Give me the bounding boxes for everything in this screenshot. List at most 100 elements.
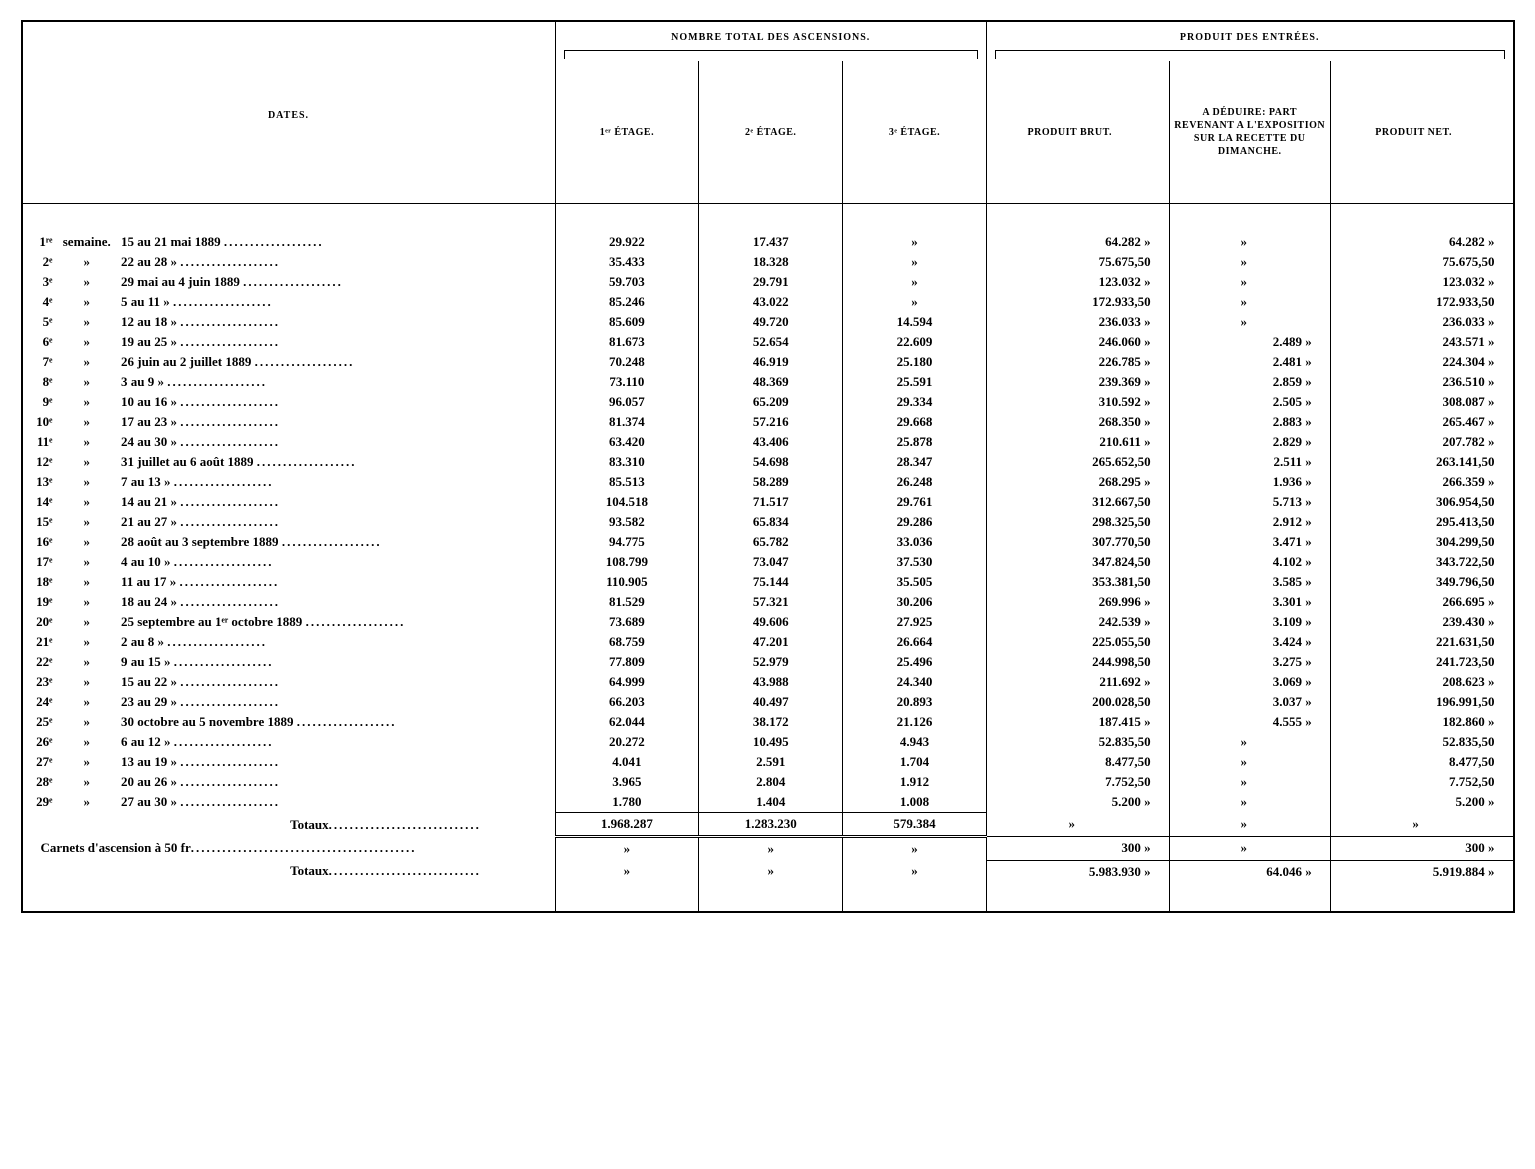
etage3-value: » bbox=[843, 252, 987, 272]
etage1-value: 81.673 bbox=[555, 332, 699, 352]
produit-net-value: 123.032 » bbox=[1330, 272, 1512, 292]
dots: ............................. bbox=[329, 817, 481, 833]
deduction-value: 3.585 » bbox=[1169, 572, 1330, 592]
leader-dots: ................... bbox=[282, 534, 382, 550]
produit-brut-value: 310.592 » bbox=[986, 392, 1169, 412]
week-number: 16ᵉ bbox=[27, 534, 53, 550]
etage2-value: 54.698 bbox=[699, 452, 843, 472]
deduction-value: » bbox=[1169, 772, 1330, 792]
deduction-value: » bbox=[1169, 232, 1330, 252]
produit-net-value: 243.571 » bbox=[1330, 332, 1512, 352]
week-label: » bbox=[56, 754, 118, 770]
produit-brut-value: 353.381,50 bbox=[986, 572, 1169, 592]
date-cell: 1ʳᵉ semaine. 15 au 21 mai 1889 .........… bbox=[23, 232, 556, 252]
table-frame: DATES. NOMBRE TOTAL DES ASCENSIONS. PROD… bbox=[21, 20, 1515, 913]
carnets-e3: » bbox=[843, 837, 987, 861]
date-cell: 25ᵉ » 30 octobre au 5 novembre 1889 ....… bbox=[23, 712, 556, 732]
etage2-value: 2.591 bbox=[699, 752, 843, 772]
week-date-range: 13 au 19 » bbox=[121, 754, 177, 770]
leader-dots: ................... bbox=[174, 654, 274, 670]
table-row: 22ᵉ » 9 au 15 » ...................77.80… bbox=[23, 652, 1513, 672]
table-row: 12ᵉ » 31 juillet au 6 août 1889 ........… bbox=[23, 452, 1513, 472]
produit-brut-value: 7.752,50 bbox=[986, 772, 1169, 792]
date-cell: 2ᵉ » 22 au 28 » ................... bbox=[23, 252, 556, 272]
brace-produit bbox=[986, 47, 1512, 61]
leader-dots: ................... bbox=[180, 694, 280, 710]
week-number: 19ᵉ bbox=[27, 594, 53, 610]
produit-net-value: 236.510 » bbox=[1330, 372, 1512, 392]
date-cell: 28ᵉ » 20 au 26 » ................... bbox=[23, 772, 556, 792]
produit-net-value: 306.954,50 bbox=[1330, 492, 1512, 512]
produit-net-value: 241.723,50 bbox=[1330, 652, 1512, 672]
table-row: 7ᵉ » 26 juin au 2 juillet 1889 .........… bbox=[23, 352, 1513, 372]
carnets-row: Carnets d'ascension à 50 fr.............… bbox=[23, 837, 1513, 861]
table-row: 9ᵉ » 10 au 16 » ...................96.05… bbox=[23, 392, 1513, 412]
week-number: 1ʳᵉ bbox=[27, 234, 53, 250]
etage1-value: 68.759 bbox=[555, 632, 699, 652]
totals1-e2: 1.283.230 bbox=[699, 813, 843, 837]
week-number: 3ᵉ bbox=[27, 274, 53, 290]
etage3-value: 26.248 bbox=[843, 472, 987, 492]
etage1-value: 35.433 bbox=[555, 252, 699, 272]
leader-dots: ................... bbox=[180, 594, 280, 610]
date-cell: 9ᵉ » 10 au 16 » ................... bbox=[23, 392, 556, 412]
week-label: » bbox=[56, 354, 118, 370]
week-label: » bbox=[56, 734, 118, 750]
table-row: 14ᵉ » 14 au 21 » ...................104.… bbox=[23, 492, 1513, 512]
totals1-label: Totaux bbox=[290, 817, 329, 832]
week-date-range: 17 au 23 » bbox=[121, 414, 177, 430]
etage1-value: 81.374 bbox=[555, 412, 699, 432]
week-number: 26ᵉ bbox=[27, 734, 53, 750]
date-cell: 22ᵉ » 9 au 15 » ................... bbox=[23, 652, 556, 672]
leader-dots: ................... bbox=[180, 794, 280, 810]
totals-row-2: Totaux............................. » » … bbox=[23, 860, 1513, 883]
produit-net-value: 75.675,50 bbox=[1330, 252, 1512, 272]
produit-brut-value: 5.200 » bbox=[986, 792, 1169, 813]
produit-net-value: 304.299,50 bbox=[1330, 532, 1512, 552]
week-number: 24ᵉ bbox=[27, 694, 53, 710]
deduction-value: 5.713 » bbox=[1169, 492, 1330, 512]
produit-net-value: 224.304 » bbox=[1330, 352, 1512, 372]
etage2-value: 10.495 bbox=[699, 732, 843, 752]
week-label: » bbox=[56, 594, 118, 610]
date-cell: 16ᵉ » 28 août au 3 septembre 1889 ......… bbox=[23, 532, 556, 552]
etage1-value: 85.609 bbox=[555, 312, 699, 332]
produit-brut-value: 246.060 » bbox=[986, 332, 1169, 352]
leader-dots: ................... bbox=[167, 374, 267, 390]
produit-brut-value: 52.835,50 bbox=[986, 732, 1169, 752]
produit-brut-value: 242.539 » bbox=[986, 612, 1169, 632]
week-label: » bbox=[56, 634, 118, 650]
carnets-brut: 300 » bbox=[986, 837, 1169, 861]
leader-dots: ................... bbox=[167, 634, 267, 650]
deduction-value: 4.555 » bbox=[1169, 712, 1330, 732]
etage2-value: 75.144 bbox=[699, 572, 843, 592]
produit-net-value: 208.623 » bbox=[1330, 672, 1512, 692]
leader-dots: ................... bbox=[180, 494, 280, 510]
produit-brut-value: 210.611 » bbox=[986, 432, 1169, 452]
week-date-range: 19 au 25 » bbox=[121, 334, 177, 350]
week-number: 15ᵉ bbox=[27, 514, 53, 530]
week-label: » bbox=[56, 654, 118, 670]
ascensions-table: DATES. NOMBRE TOTAL DES ASCENSIONS. PROD… bbox=[23, 22, 1513, 911]
etage2-value: 17.437 bbox=[699, 232, 843, 252]
etage3-value: 29.668 bbox=[843, 412, 987, 432]
produit-brut-value: 347.824,50 bbox=[986, 552, 1169, 572]
produit-net-value: 236.033 » bbox=[1330, 312, 1512, 332]
etage2-value: 57.321 bbox=[699, 592, 843, 612]
carnets-e2: » bbox=[699, 837, 843, 861]
produit-net-value: 295.413,50 bbox=[1330, 512, 1512, 532]
deduction-value: 2.829 » bbox=[1169, 432, 1330, 452]
week-number: 14ᵉ bbox=[27, 494, 53, 510]
etage1-value: 66.203 bbox=[555, 692, 699, 712]
etage3-value: 28.347 bbox=[843, 452, 987, 472]
deduction-value: 3.424 » bbox=[1169, 632, 1330, 652]
produit-net-value: 196.991,50 bbox=[1330, 692, 1512, 712]
leader-dots: ................... bbox=[174, 734, 274, 750]
etage3-value: 33.036 bbox=[843, 532, 987, 552]
table-row: 17ᵉ » 4 au 10 » ...................108.7… bbox=[23, 552, 1513, 572]
week-number: 13ᵉ bbox=[27, 474, 53, 490]
etage1-value: 77.809 bbox=[555, 652, 699, 672]
etage1-value: 110.905 bbox=[555, 572, 699, 592]
week-number: 22ᵉ bbox=[27, 654, 53, 670]
week-label: » bbox=[56, 514, 118, 530]
